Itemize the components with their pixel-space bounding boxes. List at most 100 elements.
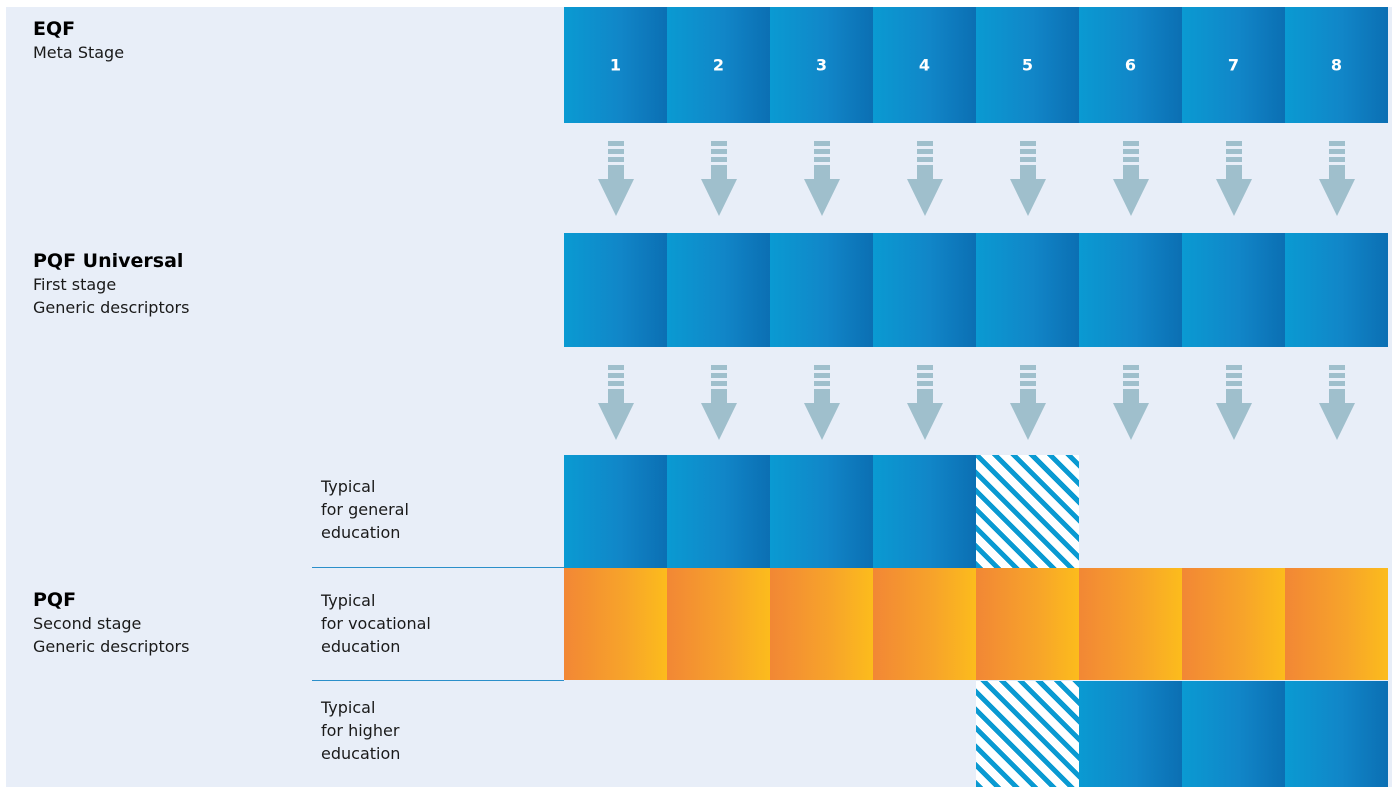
arrow-cell xyxy=(667,140,770,220)
level-number: 5 xyxy=(1021,55,1034,75)
separator-line xyxy=(312,680,564,681)
eqf-level-cell: 2 xyxy=(667,7,770,123)
general-cell xyxy=(1182,455,1285,568)
pqf-line2: Generic descriptors xyxy=(33,637,190,656)
separator-line xyxy=(312,567,564,568)
general-cell xyxy=(1285,455,1388,568)
general-cell xyxy=(873,455,976,568)
pqf-title: PQF xyxy=(33,589,77,611)
eqf-level-row: 1 2 3 4 5 6 7 8 xyxy=(564,7,1388,123)
down-arrow-icon xyxy=(1009,141,1046,216)
eqf-level-cell: 7 xyxy=(1182,7,1285,123)
level-number: 3 xyxy=(815,55,828,75)
general-cell xyxy=(667,455,770,568)
down-arrow-icon xyxy=(1318,141,1355,216)
pqf-universal-cell xyxy=(770,233,873,347)
vocational-cell xyxy=(1182,568,1285,680)
pqf-universal-cell xyxy=(1285,233,1388,347)
down-arrow-icon xyxy=(1112,141,1149,216)
down-arrow-icon xyxy=(906,365,943,440)
eqf-level-cell: 4 xyxy=(873,7,976,123)
down-arrow-icon xyxy=(803,365,840,440)
pqf-universal-title: PQF Universal xyxy=(33,250,184,272)
diagram-canvas: EQF Meta Stage PQF Universal First stage… xyxy=(6,7,1392,787)
arrow-cell xyxy=(1182,140,1285,220)
down-arrow-icon xyxy=(700,365,737,440)
arrow-cell xyxy=(564,364,667,444)
level-number: 1 xyxy=(609,55,622,75)
eqf-level-cell: 3 xyxy=(770,7,873,123)
pqf-universal-row xyxy=(564,233,1388,347)
arrow-cell xyxy=(1285,364,1388,444)
eqf-level-cell: 6 xyxy=(1079,7,1182,123)
pqf-universal-cell xyxy=(873,233,976,347)
down-arrow-icon xyxy=(700,141,737,216)
higher-cell xyxy=(770,681,873,787)
arrow-cell xyxy=(1079,140,1182,220)
down-arrow-icon xyxy=(597,141,634,216)
arrow-cell xyxy=(770,364,873,444)
row-label-general: Typical for general education xyxy=(321,477,409,542)
eqf-level-cell: 8 xyxy=(1285,7,1388,123)
general-cell xyxy=(770,455,873,568)
higher-education-row xyxy=(564,681,1388,787)
down-arrow-icon xyxy=(1215,141,1252,216)
pqf-universal-line1: First stage xyxy=(33,275,117,294)
arrow-cell xyxy=(770,140,873,220)
arrow-row xyxy=(564,364,1388,444)
level-number: 7 xyxy=(1227,55,1240,75)
eqf-level-cell: 5 xyxy=(976,7,1079,123)
hatched-cell xyxy=(976,455,1079,568)
level-number: 2 xyxy=(712,55,725,75)
vocational-education-row xyxy=(564,568,1388,680)
row-label-vocational: Typical for vocational education xyxy=(321,591,431,656)
pqf-universal-line2: Generic descriptors xyxy=(33,298,190,317)
arrow-cell xyxy=(667,364,770,444)
vocational-cell xyxy=(564,568,667,680)
down-arrow-icon xyxy=(1009,365,1046,440)
pqf-universal-cell xyxy=(667,233,770,347)
hatched-cell xyxy=(976,681,1079,787)
level-number: 4 xyxy=(918,55,931,75)
vocational-cell xyxy=(1079,568,1182,680)
down-arrow-icon xyxy=(1112,365,1149,440)
higher-cell xyxy=(667,681,770,787)
vocational-cell xyxy=(667,568,770,680)
vocational-cell xyxy=(873,568,976,680)
pqf-universal-cell xyxy=(1182,233,1285,347)
arrow-cell xyxy=(976,364,1079,444)
eqf-title: EQF xyxy=(33,18,76,40)
level-number: 8 xyxy=(1330,55,1343,75)
pqf-universal-cell xyxy=(976,233,1079,347)
higher-cell xyxy=(1182,681,1285,787)
higher-cell xyxy=(1285,681,1388,787)
higher-cell xyxy=(873,681,976,787)
level-number: 6 xyxy=(1124,55,1137,75)
arrow-cell xyxy=(873,364,976,444)
arrow-cell xyxy=(1079,364,1182,444)
higher-cell xyxy=(1079,681,1182,787)
general-cell xyxy=(564,455,667,568)
down-arrow-icon xyxy=(1215,365,1252,440)
down-arrow-icon xyxy=(906,141,943,216)
general-cell xyxy=(1079,455,1182,568)
arrow-cell xyxy=(564,140,667,220)
arrow-cell xyxy=(873,140,976,220)
vocational-cell xyxy=(1285,568,1388,680)
eqf-level-cell: 1 xyxy=(564,7,667,123)
pqf-line1: Second stage xyxy=(33,614,142,633)
general-education-row xyxy=(564,455,1388,568)
arrow-cell xyxy=(976,140,1079,220)
vocational-cell xyxy=(976,568,1079,680)
arrow-cell xyxy=(1182,364,1285,444)
row-label-higher: Typical for higher education xyxy=(321,698,401,763)
arrow-cell xyxy=(1285,140,1388,220)
arrow-row xyxy=(564,140,1388,220)
vocational-cell xyxy=(770,568,873,680)
pqf-universal-cell xyxy=(1079,233,1182,347)
eqf-subtitle: Meta Stage xyxy=(33,43,125,62)
pqf-universal-cell xyxy=(564,233,667,347)
down-arrow-icon xyxy=(803,141,840,216)
down-arrow-icon xyxy=(597,365,634,440)
down-arrow-icon xyxy=(1318,365,1355,440)
